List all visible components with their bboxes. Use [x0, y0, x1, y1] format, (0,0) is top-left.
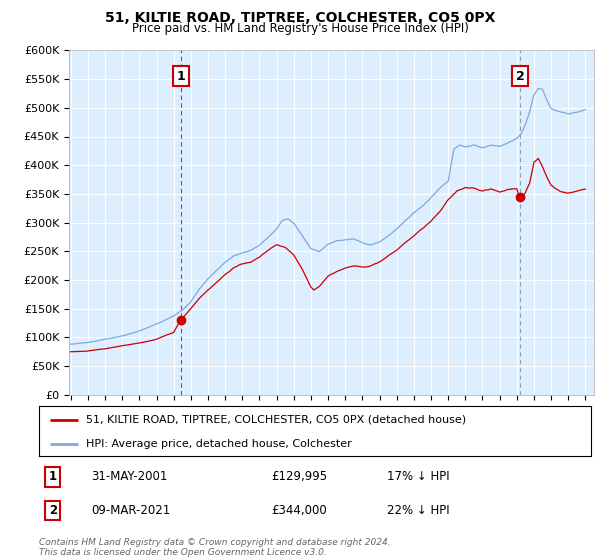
Text: 1: 1: [49, 470, 57, 483]
Text: 31-MAY-2001: 31-MAY-2001: [91, 470, 168, 483]
Text: 17% ↓ HPI: 17% ↓ HPI: [387, 470, 449, 483]
Text: Price paid vs. HM Land Registry's House Price Index (HPI): Price paid vs. HM Land Registry's House …: [131, 22, 469, 35]
Text: Contains HM Land Registry data © Crown copyright and database right 2024.
This d: Contains HM Land Registry data © Crown c…: [39, 538, 391, 557]
Text: HPI: Average price, detached house, Colchester: HPI: Average price, detached house, Colc…: [86, 439, 352, 449]
Text: 1: 1: [176, 70, 185, 83]
Text: £129,995: £129,995: [271, 470, 327, 483]
Text: 22% ↓ HPI: 22% ↓ HPI: [387, 504, 449, 517]
Text: £344,000: £344,000: [271, 504, 326, 517]
Text: 2: 2: [49, 504, 57, 517]
Text: 51, KILTIE ROAD, TIPTREE, COLCHESTER, CO5 0PX (detached house): 51, KILTIE ROAD, TIPTREE, COLCHESTER, CO…: [86, 414, 466, 424]
Text: 51, KILTIE ROAD, TIPTREE, COLCHESTER, CO5 0PX: 51, KILTIE ROAD, TIPTREE, COLCHESTER, CO…: [105, 11, 495, 25]
Text: 2: 2: [515, 70, 524, 83]
Text: 09-MAR-2021: 09-MAR-2021: [91, 504, 170, 517]
